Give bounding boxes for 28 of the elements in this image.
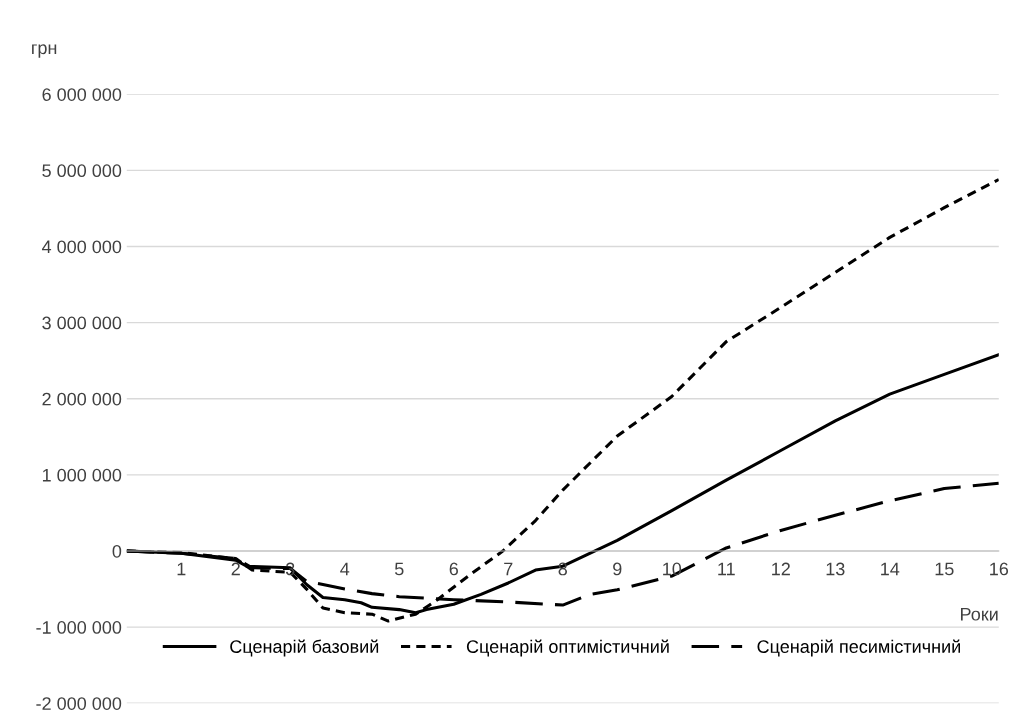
y-tick-label: -2 000 000 [36,697,122,710]
y-axis-title: грн [32,44,57,58]
x-tick-label: 1 [177,562,186,576]
x-tick-label: 6 [449,562,458,576]
x-axis-title: Роки [960,607,998,621]
x-tick-label: 4 [340,562,350,576]
x-tick-label: 9 [613,562,622,576]
legend-label: Сценарій базовий [230,639,379,657]
x-tick-label: 15 [935,562,954,576]
y-tick-label: 0 [112,544,122,558]
x-tick-label: 10 [663,562,682,576]
y-tick-label: 2 000 000 [42,392,122,406]
legend-label: Сценарій песимістичний [757,639,960,657]
x-tick-label: 13 [826,562,845,576]
x-tick-label: 14 [881,562,900,576]
y-tick-label: -1 000 000 [36,621,122,634]
x-tick-label: 11 [718,562,735,576]
x-tick-label: 5 [394,562,404,576]
x-tick-label: 16 [990,562,1009,576]
y-tick-label: 3 000 000 [42,316,122,330]
x-tick-label: 7 [504,562,513,576]
y-tick-label: 1 000 000 [42,468,122,482]
y-tick-label: 5 000 000 [42,164,122,178]
x-tick-label: 12 [772,562,790,576]
x-tick-label: 2 [231,562,240,576]
y-tick-label: 4 000 000 [41,240,122,254]
y-tick-label: 6 000 000 [42,88,122,101]
legend-label: Сценарій оптимістичний [466,639,669,657]
